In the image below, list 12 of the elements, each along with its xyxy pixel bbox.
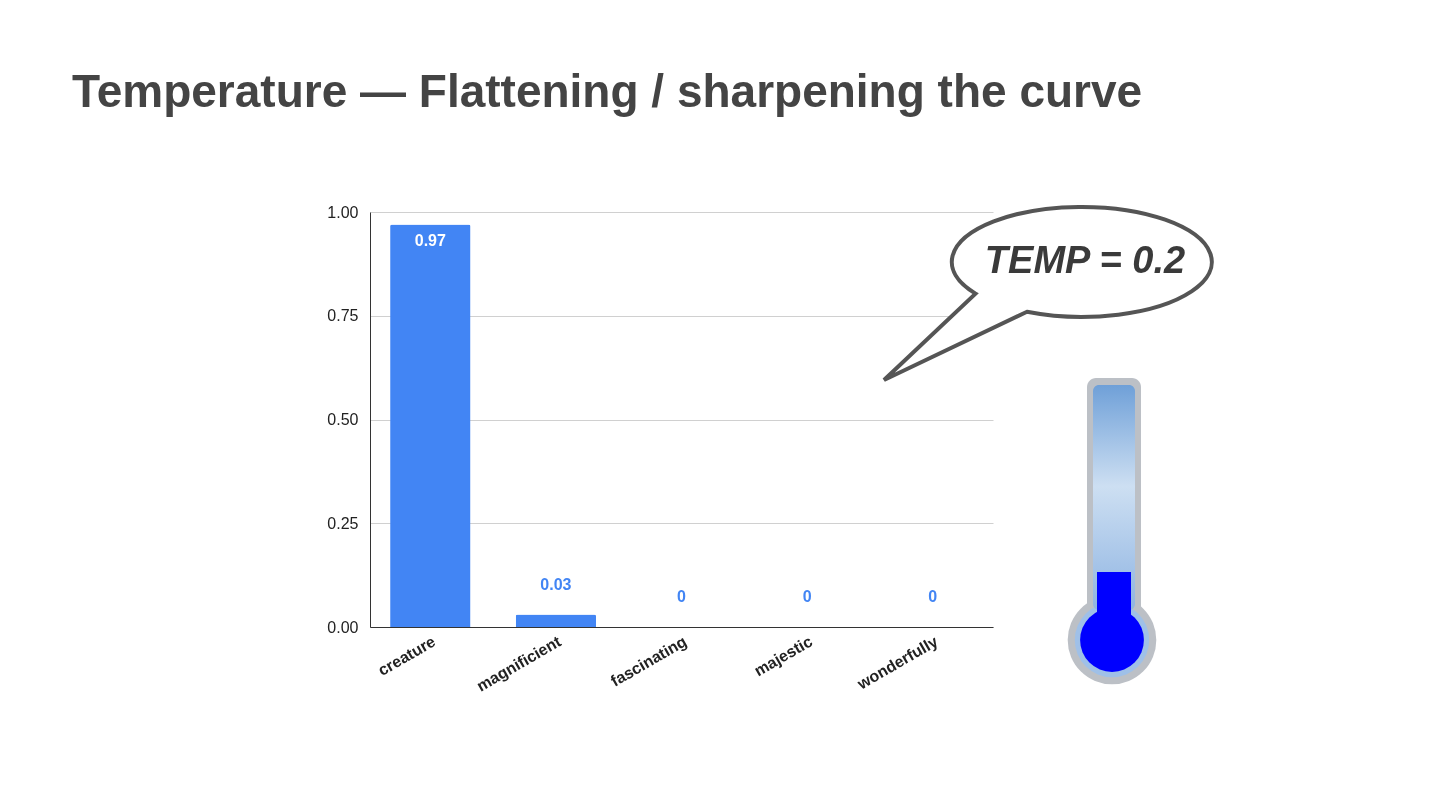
data-label: 0.97 [414,232,446,250]
chart-title: Temperature — Flattening / sharpening the curve [72,64,1143,117]
y-tick-label: 1.00 [327,203,359,221]
data-label: 0.03 [540,575,572,593]
data-label: 0 [928,588,938,605]
y-tick-label: 0.50 [327,411,359,428]
annotation: TEMP = 0.2 [984,239,1186,281]
y-tick-label: 0.75 [327,307,359,325]
y-tick-label: 0.25 [327,514,359,532]
y-tick-label: 0.00 [327,618,359,636]
data-label: 0 [802,588,812,605]
data-label: 0 [677,588,687,605]
